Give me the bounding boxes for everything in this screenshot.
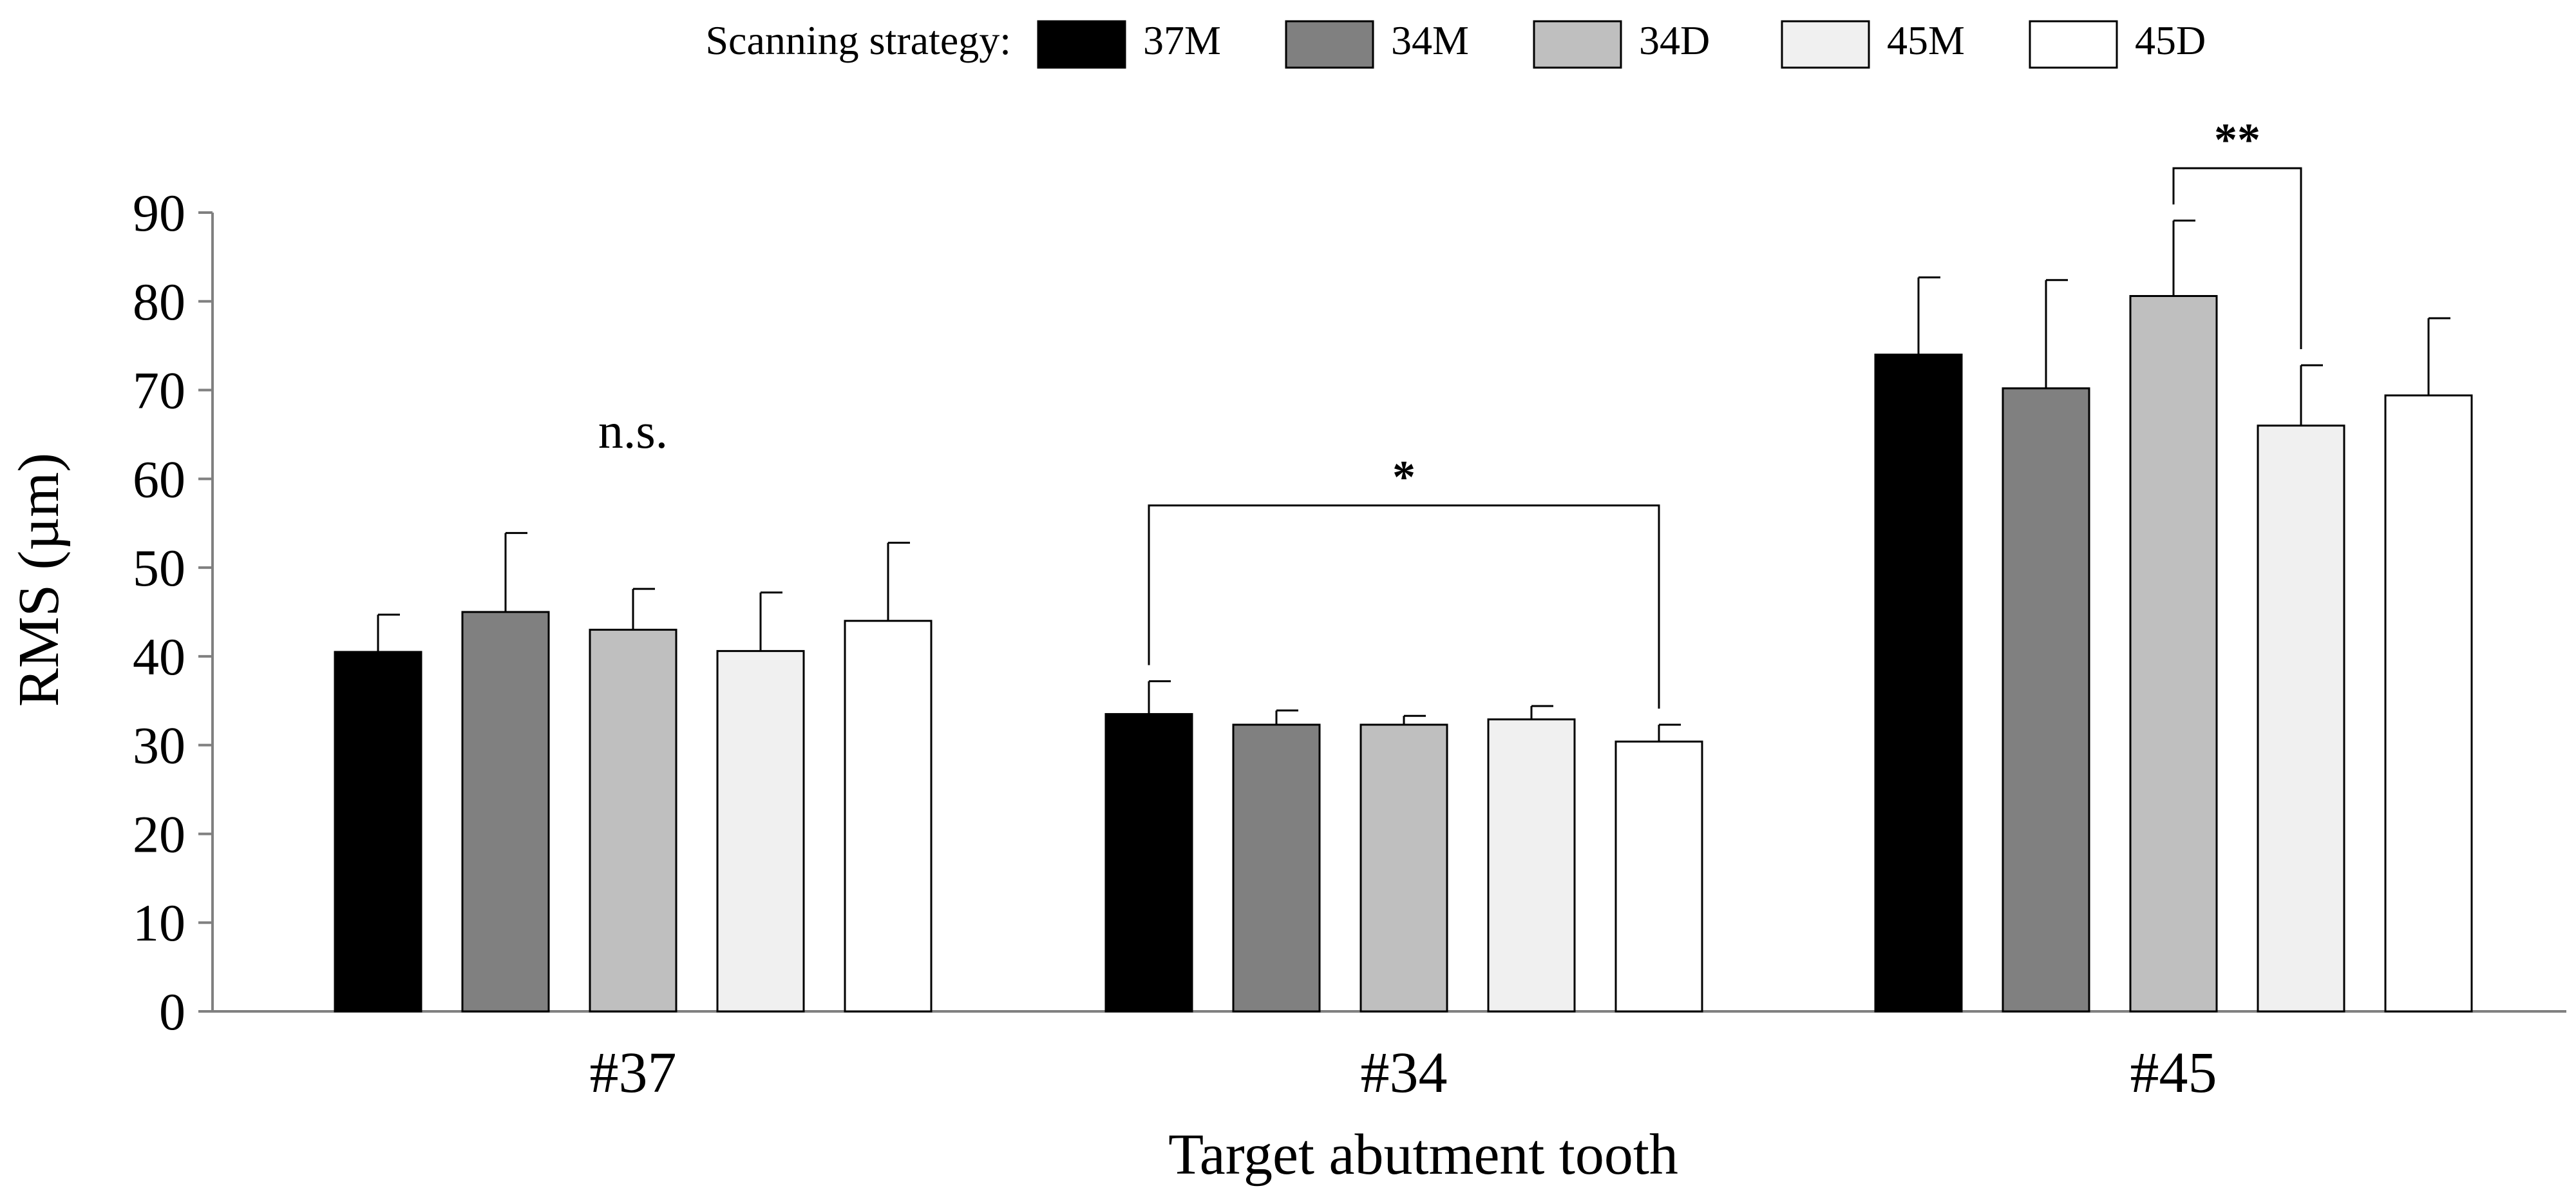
bars [334, 219, 2473, 1013]
y-tick-label: 20 [133, 805, 185, 863]
significance-bracket [2172, 167, 2302, 349]
y-tick-label: 80 [133, 272, 185, 331]
y-tick-label: 60 [133, 450, 185, 508]
bar-37M-0 [334, 651, 422, 1013]
legend-title: Scanning strategy: [705, 17, 1011, 63]
bar-34M-0 [461, 611, 550, 1013]
legend-swatch-34M [1285, 20, 1374, 69]
y-tick-label: 70 [133, 361, 185, 420]
legend-label-45M: 45M [1887, 17, 1965, 63]
legend: Scanning strategy: 37M 34M 34D 45M 45D [705, 17, 2206, 69]
legend-label-34M: 34M [1391, 17, 1469, 63]
legend-swatch-45D [2029, 20, 2118, 69]
y-tick-label: 30 [133, 716, 185, 775]
bar-45D-2 [2384, 394, 2473, 1013]
category-label: #45 [2130, 1041, 2217, 1105]
bar-37M-1 [1104, 712, 1193, 1013]
bar-34D-2 [2129, 295, 2218, 1013]
category-labels: #37 #34 #45 [590, 1041, 2217, 1105]
annotations: n.s.*** [598, 114, 2302, 709]
y-ticks: 0 10 20 30 40 50 60 70 80 90 [133, 184, 213, 1041]
y-tick-label: 10 [133, 893, 185, 952]
bar-45M-2 [2257, 425, 2345, 1013]
x-axis-title: Target abutment tooth [1168, 1123, 1678, 1187]
legend-swatch-34D [1533, 20, 1622, 69]
legend-label-45D: 45D [2135, 17, 2206, 63]
annotation-ns: n.s. [598, 403, 668, 459]
category-label: #34 [1361, 1041, 1448, 1105]
y-axis-title: RMS (µm) [7, 453, 71, 707]
bar-34M-2 [2002, 387, 2090, 1013]
legend-label-34D: 34D [1639, 17, 1710, 63]
significance-marker: * [1392, 452, 1416, 503]
bar-37M-2 [1874, 353, 1963, 1013]
bar-45M-0 [716, 650, 805, 1013]
bar-45M-1 [1487, 718, 1576, 1013]
y-tick-label: 40 [133, 627, 185, 686]
y-tick-label: 0 [159, 982, 185, 1041]
y-tick-label: 90 [133, 184, 185, 242]
legend-label-37M: 37M [1143, 17, 1221, 63]
bar-34M-1 [1232, 723, 1321, 1013]
legend-swatch-37M [1037, 20, 1126, 69]
bar-34D-1 [1359, 723, 1448, 1013]
significance-marker: ** [2214, 114, 2260, 166]
bar-34D-0 [589, 629, 677, 1013]
significance-bracket [1148, 504, 1660, 709]
legend-swatch-45M [1781, 20, 1870, 69]
bar-45D-0 [844, 620, 933, 1013]
y-tick-label: 50 [133, 539, 185, 597]
bar-45D-1 [1615, 740, 1703, 1013]
category-label: #37 [590, 1041, 677, 1105]
